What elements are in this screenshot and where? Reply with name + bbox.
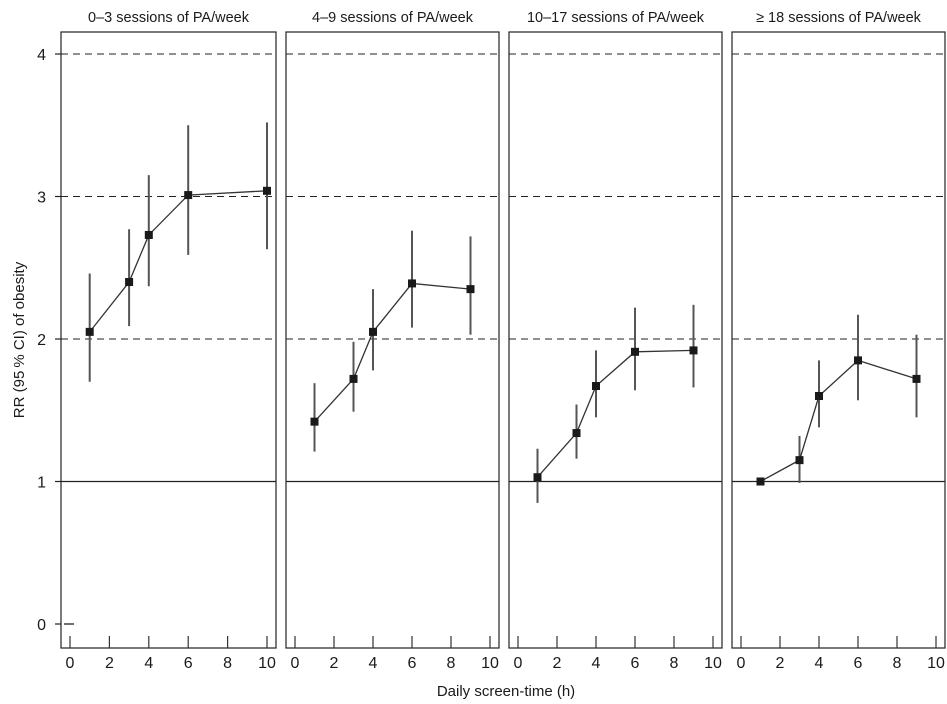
- x-tick-label: 0: [66, 655, 75, 672]
- series-line: [760, 359, 917, 483]
- panel-title: 4–9 sessions of PA/week: [312, 10, 474, 26]
- data-point: [572, 429, 581, 438]
- data-point: [689, 346, 698, 355]
- panel-frame: [285, 31, 500, 649]
- data-point: [408, 279, 416, 288]
- x-tick-label: 6: [408, 655, 417, 672]
- x-tick-label: 4: [592, 655, 601, 672]
- x-tick-label: 2: [553, 655, 562, 672]
- data-point: [85, 327, 94, 336]
- series-line: [89, 190, 268, 333]
- y-axis: 0 1 2 3 4: [37, 47, 61, 634]
- data-point: [756, 477, 765, 486]
- panel-2: 4–9 sessions of PA/week 0 2 4 6 8 10: [285, 10, 500, 672]
- y-tick-label: 4: [37, 47, 46, 64]
- data-point: [144, 230, 153, 239]
- y-tick-label: 0: [37, 617, 46, 634]
- y-tick-label: 2: [37, 332, 46, 349]
- data-point: [854, 356, 862, 365]
- data-point: [466, 285, 475, 294]
- panel-3: 10–17 sessions of PA/week 0 2 4 6 8 10: [508, 10, 723, 672]
- x-tick-label: 8: [893, 655, 902, 672]
- data-point: [631, 347, 639, 356]
- x-tick-label: 10: [258, 655, 276, 672]
- series-line: [537, 349, 694, 478]
- data-point: [310, 417, 319, 426]
- data-point: [369, 327, 377, 336]
- x-tick-label: 8: [447, 655, 456, 672]
- data-point: [184, 191, 193, 200]
- x-tick-label: 4: [144, 655, 153, 672]
- x-tick-label: 0: [514, 655, 523, 672]
- x-tick-label: 6: [631, 655, 640, 672]
- data-point: [592, 382, 600, 391]
- panel-frame: [731, 31, 946, 649]
- panel-title: 0–3 sessions of PA/week: [88, 10, 250, 26]
- panel-title: 10–17 sessions of PA/week: [527, 10, 705, 26]
- x-tick-label: 8: [670, 655, 679, 672]
- y-axis-label: RR (95 % CI) of obesity: [11, 261, 28, 418]
- x-tick-label: 4: [815, 655, 824, 672]
- x-tick-label: 0: [737, 655, 746, 672]
- y-tick-label: 3: [37, 190, 46, 207]
- x-tick-label: 10: [704, 655, 722, 672]
- x-tick-label: 2: [330, 655, 339, 672]
- data-point: [795, 456, 804, 465]
- data-point: [815, 392, 823, 400]
- series-line: [314, 282, 471, 423]
- panel-4: ≥ 18 sessions of PA/week 0 2 4 6 8 10: [731, 10, 946, 672]
- x-tick-label: 10: [481, 655, 499, 672]
- x-tick-label: 2: [105, 655, 114, 672]
- panel-1: 0–3 sessions of PA/week 0 2 4 6 8 10: [60, 10, 277, 672]
- x-tick-label: 6: [854, 655, 863, 672]
- x-tick-label: 2: [776, 655, 785, 672]
- x-tick-label: 8: [223, 655, 232, 672]
- data-point: [263, 186, 271, 195]
- x-tick-label: 0: [291, 655, 300, 672]
- data-point: [349, 374, 358, 383]
- panel-frame: [508, 31, 723, 649]
- data-point: [912, 374, 921, 383]
- data-point: [533, 473, 542, 482]
- x-tick-label: 10: [927, 655, 945, 672]
- data-point: [125, 278, 134, 286]
- y-tick-label: 1: [37, 475, 46, 492]
- x-tick-label: 4: [369, 655, 378, 672]
- x-tick-label: 6: [184, 655, 193, 672]
- panel-title: ≥ 18 sessions of PA/week: [756, 10, 922, 26]
- panel-frame: [60, 31, 277, 649]
- x-axis-label: Daily screen-time (h): [437, 683, 575, 700]
